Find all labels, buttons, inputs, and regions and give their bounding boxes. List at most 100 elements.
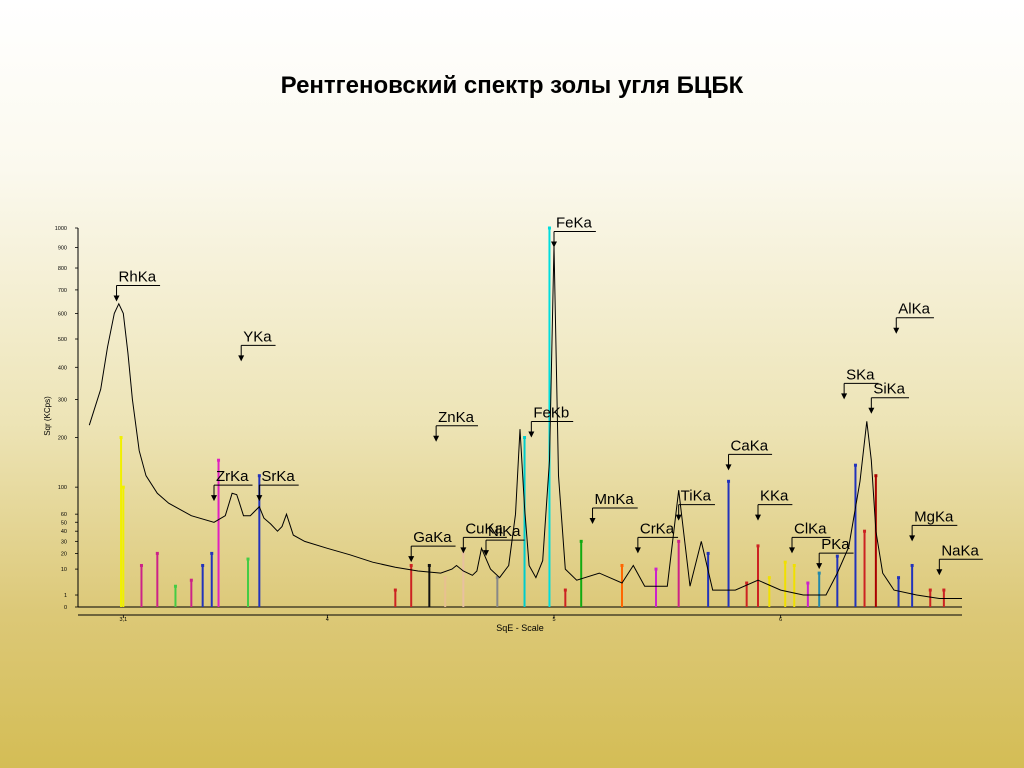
- x-tick-label: 4: [326, 617, 329, 623]
- peak-label-text: RhKa: [119, 268, 157, 285]
- y-tick-label: 700: [58, 288, 67, 294]
- element-marker-cap: [756, 544, 760, 548]
- peak-label-rhka: RhKa: [113, 268, 161, 302]
- peak-arrow-head: [211, 495, 217, 502]
- peak-label-text: KKa: [760, 488, 789, 505]
- peak-label-text: MgKa: [914, 508, 954, 525]
- x-axis-label: SqE - Scale: [496, 623, 544, 633]
- element-marker-cap: [579, 539, 583, 543]
- peak-arrow-head: [936, 569, 943, 576]
- peak-label-zrka: ZrKa: [211, 468, 253, 502]
- y-tick-label: 200: [58, 436, 67, 442]
- element-marker-cap: [409, 563, 413, 567]
- element-marker-cap: [677, 539, 681, 543]
- element-marker-cap: [806, 581, 810, 585]
- peak-label-kka: KKa: [755, 488, 793, 521]
- element-marker-cap: [393, 588, 397, 592]
- peak-arrow-head: [634, 547, 641, 554]
- y-tick-label: 0: [64, 605, 67, 611]
- y-tick-label: 50: [61, 520, 67, 526]
- element-marker-cap: [189, 578, 193, 582]
- element-marker-cap: [942, 588, 946, 592]
- spectrum-curve-group: [88, 245, 962, 599]
- element-marker-cap: [139, 563, 143, 567]
- chart-axes: 0 1 10 20 30 40 50 60 100 200 300 400 500 600 700 800 90…: [55, 226, 962, 623]
- peak-arrow-head: [460, 547, 467, 554]
- y-tick-label: 10: [61, 567, 67, 573]
- element-marker-cap: [835, 554, 839, 558]
- element-marker-cap: [767, 576, 771, 580]
- peak-label-srka: SrKa: [256, 468, 299, 502]
- peak-label-text: MnKa: [595, 491, 635, 508]
- peak-arrow-head: [433, 435, 440, 442]
- element-marker-cap: [427, 563, 431, 567]
- peak-arrow-head: [755, 514, 761, 521]
- y-axis-label: Sqr (KCps): [43, 396, 52, 436]
- peak-label-text: AlKa: [898, 301, 930, 318]
- peak-label-fekb: FeKb: [528, 405, 574, 438]
- peak-label-text: FeKa: [556, 214, 593, 231]
- peak-label-text: YKa: [243, 328, 272, 345]
- element-marker-cap: [863, 529, 867, 533]
- y-tick-label: 20: [61, 551, 67, 557]
- slide-title: Рентгеновский спектр золы угля БЦБК: [280, 72, 744, 99]
- x-tick-label: 3,1: [120, 617, 128, 623]
- element-marker-cap: [727, 479, 731, 483]
- element-marker-cap: [495, 576, 499, 580]
- peak-label-text: CaKa: [731, 437, 769, 454]
- element-marker-cap: [443, 576, 447, 580]
- peak-labels: RhKa YKa ZrKa SrKa GaKa CuKa ZnKa NiKa FeKb FeKa M…: [113, 214, 983, 576]
- element-marker-cap: [563, 588, 567, 592]
- peak-arrow-head: [528, 431, 535, 438]
- peak-label-clka: ClKa: [789, 520, 831, 554]
- peak-label-nika: NiKa: [483, 523, 525, 557]
- peak-label-text: CuKa: [465, 520, 503, 537]
- element-marker-cap: [246, 557, 250, 561]
- peak-label-text: SiKa: [873, 381, 905, 398]
- element-marker-cap: [201, 563, 205, 567]
- bar-markers: [119, 226, 946, 607]
- peak-arrow-head: [408, 556, 415, 563]
- peak-label-text: PKa: [821, 536, 850, 553]
- peak-label-caka: CaKa: [725, 437, 773, 471]
- y-tick-label: 800: [58, 266, 67, 272]
- x-tick-label: 6: [779, 617, 782, 623]
- element-marker-cap: [897, 576, 901, 580]
- peak-arrow-head: [816, 563, 823, 570]
- peak-arrow-head: [113, 295, 120, 302]
- peak-label-tika: TiKa: [675, 488, 715, 521]
- x-tick-label: 5: [552, 617, 555, 623]
- spectrum-line: [88, 245, 962, 599]
- peak-label-text: ZnKa: [438, 409, 475, 426]
- peak-label-feka: FeKa: [551, 214, 596, 248]
- element-marker-cap: [706, 551, 710, 555]
- y-tick-label: 600: [58, 311, 67, 317]
- peak-label-text: NaKa: [941, 542, 979, 559]
- peak-arrow-head: [675, 514, 682, 521]
- peak-label-text: GaKa: [413, 529, 452, 546]
- peak-label-text: NiKa: [488, 523, 521, 540]
- peak-arrow-head: [551, 241, 557, 248]
- peak-arrow-head: [868, 407, 875, 414]
- peak-arrow-head: [238, 355, 245, 362]
- peak-label-text: SrKa: [261, 468, 295, 485]
- element-marker-cap: [620, 563, 624, 567]
- element-marker-cap: [119, 436, 123, 440]
- peak-label-crka: CrKa: [634, 520, 679, 554]
- peak-label-cuka: CuKa: [460, 520, 507, 554]
- element-marker-cap: [928, 588, 932, 592]
- element-marker-cap: [817, 571, 821, 575]
- y-tick-label: 900: [58, 245, 67, 251]
- peak-label-text: TiKa: [681, 488, 712, 505]
- peak-arrow-head: [256, 495, 263, 502]
- element-marker-cap: [257, 474, 261, 478]
- peak-arrow-head: [909, 535, 916, 542]
- peak-arrow-head: [841, 393, 848, 400]
- peak-label-text: CrKa: [640, 520, 675, 537]
- peak-arrow-head: [483, 550, 489, 557]
- element-marker-cap: [745, 581, 749, 585]
- y-tick-label: 40: [61, 529, 67, 535]
- peak-label-mnka: MnKa: [589, 491, 638, 524]
- peak-label-pka: PKa: [816, 536, 854, 570]
